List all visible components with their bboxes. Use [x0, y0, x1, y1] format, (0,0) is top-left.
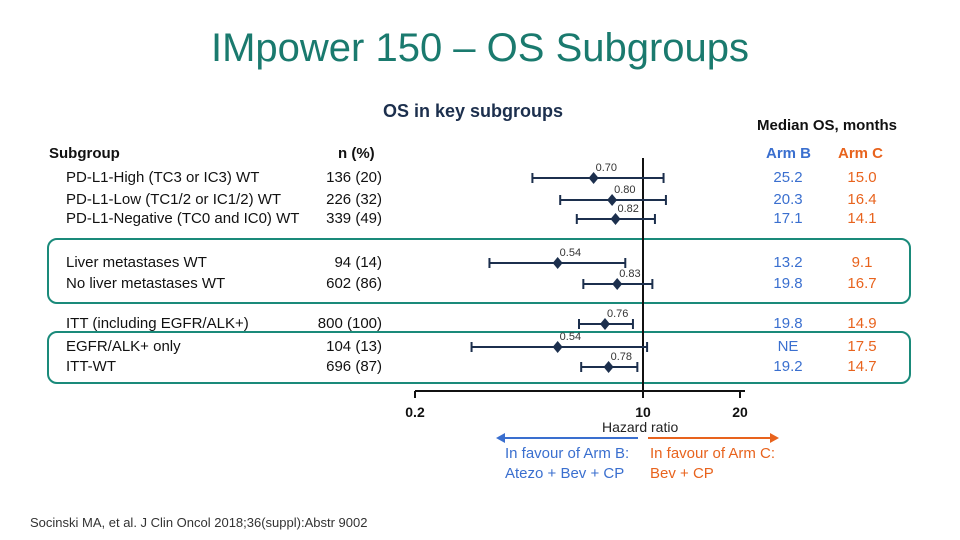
citation-footer: Socinski MA, et al. J Clin Oncol 2018;36… [30, 515, 368, 530]
liver-metastases-box [47, 238, 911, 304]
hr-marker [607, 194, 618, 206]
chart-title: OS in key subgroups [383, 101, 564, 121]
slide-title: IMpower 150 – OS Subgroups [210, 26, 750, 70]
arm-b-median: 17.1 [773, 210, 803, 227]
arm-b-median: 20.3 [773, 191, 803, 208]
arm-b-median: NE [777, 338, 799, 355]
favour-c-arrowhead [770, 433, 779, 443]
arm-b-median: 19.2 [773, 358, 803, 375]
arm-b-median: 19.8 [773, 315, 803, 332]
arm-b-header: Arm B [766, 145, 812, 162]
subgroup-label: PD-L1-Negative (TC0 and IC0) WT [66, 210, 300, 227]
subgroup-label: ITT (including EGFR/ALK+) [66, 315, 249, 332]
subgroup-label: Liver metastases WT [66, 254, 207, 271]
favour-arm-b: In favour of Arm B: Atezo + Bev + CP [505, 444, 629, 484]
x-tick-label: 0.2 [405, 404, 425, 420]
hr-value-label: 0.83 [619, 268, 640, 280]
hr-marker [588, 172, 599, 184]
subgroup-label: ITT-WT [66, 358, 116, 375]
egfr-alk-box [47, 331, 911, 384]
arm-c-header: Arm C [838, 145, 884, 162]
arm-c-median: 9.1 [851, 254, 873, 271]
hr-value-label: 0.70 [596, 162, 617, 174]
arm-b-median: 25.2 [773, 169, 803, 186]
hr-value-label: 0.54 [560, 247, 581, 259]
subgroup-n: 104 (13) [326, 338, 382, 355]
arm-c-median: 14.1 [847, 210, 877, 227]
x-tick-label: 20 [732, 404, 748, 420]
hr-marker [603, 361, 614, 373]
arm-c-median: 14.7 [847, 358, 877, 375]
hr-marker [599, 318, 610, 330]
median-os-header: Median OS, months [757, 117, 898, 134]
subgroup-header: Subgroup [49, 145, 120, 162]
favour-arm-b-line1: In favour of Arm B: [505, 445, 630, 462]
subgroup-label: PD-L1-High (TC3 or IC3) WT [66, 169, 260, 186]
hr-marker [612, 278, 623, 290]
arm-c-median: 16.4 [847, 191, 877, 208]
subgroup-label: No liver metastases WT [66, 275, 226, 292]
hr-value-label: 0.54 [560, 331, 581, 343]
hr-value-label: 0.78 [611, 351, 632, 363]
subgroup-label: PD-L1-Low (TC1/2 or IC1/2) WT [66, 191, 282, 208]
hr-value-label: 0.82 [618, 203, 639, 215]
arm-c-median: 16.7 [847, 275, 877, 292]
favour-arm-c-line2: Bev + CP [650, 465, 714, 482]
subgroup-label: EGFR/ALK+ only [66, 338, 181, 355]
hr-value-label: 0.80 [614, 184, 635, 196]
arm-c-median: 17.5 [847, 338, 877, 355]
subgroup-n: 339 (49) [326, 210, 382, 227]
arm-c-median: 15.0 [847, 169, 877, 186]
arm-c-median: 14.9 [847, 315, 877, 332]
hr-marker [552, 257, 563, 269]
subgroup-n: 602 (86) [326, 275, 382, 292]
arm-b-median: 13.2 [773, 254, 803, 271]
subgroup-n: 696 (87) [326, 358, 382, 375]
subgroup-n: 226 (32) [326, 191, 382, 208]
subgroup-n: 94 (14) [334, 254, 382, 271]
favour-arm-b-line2: Atezo + Bev + CP [505, 465, 625, 482]
arm-b-median: 19.8 [773, 275, 803, 292]
hr-value-label: 0.76 [607, 308, 628, 320]
x-tick-label: 10 [635, 404, 651, 420]
subgroup-n: 800 (100) [317, 315, 382, 332]
n-header: n (%) [338, 145, 375, 162]
hr-marker [610, 213, 621, 225]
favour-arm-c-line1: In favour of Arm C: [650, 445, 776, 462]
subgroup-n: 136 (20) [326, 169, 382, 186]
hr-marker [552, 341, 563, 353]
x-axis-label: Hazard ratio [602, 419, 679, 435]
favour-arm-c: In favour of Arm C: Bev + CP [650, 444, 775, 484]
favour-b-arrowhead [496, 433, 505, 443]
